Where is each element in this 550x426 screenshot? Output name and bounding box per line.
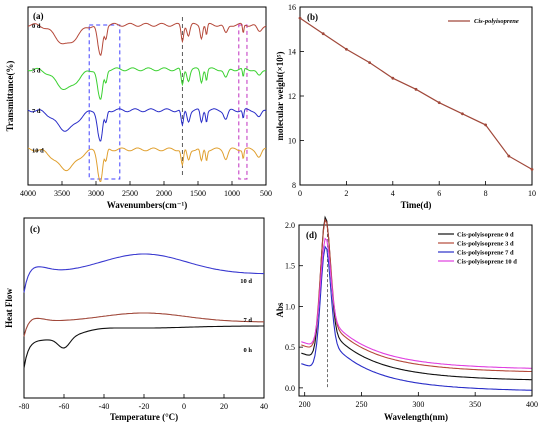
panel-b-data-point bbox=[298, 16, 302, 20]
panel-a-frame bbox=[27, 6, 267, 186]
panel-d-xtick-label: 300 bbox=[412, 400, 424, 409]
panel-d-legend-label: Cis-polyisoprene 3 d bbox=[457, 241, 514, 248]
panel-b-xlabel: Time(d) bbox=[401, 200, 432, 210]
panel-b-ylabel: molecular weight(×10⁵) bbox=[275, 52, 285, 141]
panel-d-ytick-label: 0.5 bbox=[285, 343, 295, 352]
panel-b-label: (b) bbox=[307, 12, 318, 22]
panel-b-ytick-label: 10 bbox=[288, 137, 296, 146]
panel-b-series-line bbox=[299, 17, 533, 170]
panel-a-series-line bbox=[27, 22, 267, 56]
panel-a: (a) Wavenumbers(cm⁻¹) Transmittance(%) 4… bbox=[5, 6, 272, 210]
panel-b-data-point bbox=[507, 154, 511, 158]
panel-a-xtick-label: 3500 bbox=[54, 189, 70, 198]
panel-d-ylabel: Abs bbox=[275, 302, 285, 318]
panel-d-ytick-label: 1.0 bbox=[285, 302, 295, 311]
panel-d-ytick-label: 2.0 bbox=[285, 221, 295, 230]
panel-c-xtick-label: -20 bbox=[139, 402, 150, 411]
panel-d-legend-label: Cis-polyisoprene 0 d bbox=[457, 232, 514, 239]
panel-b-xtick-label: 10 bbox=[528, 189, 536, 198]
panel-d-ytick-label: 0.0 bbox=[285, 384, 295, 393]
panel-b-xtick-label: 2 bbox=[344, 189, 348, 198]
panel-a-series-label: 10 d bbox=[32, 147, 44, 154]
panel-c-series-line bbox=[23, 253, 264, 293]
panel-c-frame bbox=[23, 217, 265, 399]
panel-d-frame bbox=[298, 224, 533, 397]
panel-a-xlabel: Wavenumbers(cm⁻¹) bbox=[107, 200, 187, 210]
panel-a-ylabel: Transmittance(%) bbox=[5, 61, 15, 132]
panel-b-frame bbox=[299, 6, 533, 186]
panel-c-xlabel: Temperature (°C) bbox=[110, 412, 178, 422]
panel-c-series-label: 10 d bbox=[240, 278, 252, 285]
panel-a-series-label: 0 d bbox=[32, 23, 41, 30]
panel-d-xtick-label: 400 bbox=[526, 400, 538, 409]
panel-c-series-line bbox=[23, 325, 264, 369]
panel-b-data-point bbox=[414, 87, 418, 91]
panel-d-xlabel: Wavelength(nm) bbox=[384, 412, 448, 422]
panel-d-label: (d) bbox=[306, 230, 317, 240]
panel-b-data-point bbox=[391, 76, 395, 80]
panel-b-data-point bbox=[484, 123, 487, 127]
panel-c-xtick-label: -40 bbox=[99, 402, 110, 411]
panel-c: (c) Temperature (°C) Heat Flow -80 -60 -40… bbox=[4, 217, 268, 422]
panel-d-ytick-label: 1.5 bbox=[285, 262, 295, 271]
panel-a-xtick-label: 500 bbox=[260, 189, 272, 198]
panel-b-xtick-label: 8 bbox=[484, 189, 488, 198]
panel-b-data-point bbox=[321, 32, 325, 36]
panel-b-ytick-label: 8 bbox=[292, 181, 296, 190]
panel-d: (d) Wavelength(nm) Abs 200 250 300 350 400 0.… bbox=[275, 215, 538, 422]
panel-d-series-line bbox=[301, 245, 532, 391]
panel-b-xtick-label: 0 bbox=[298, 189, 302, 198]
panel-c-xtick-label: 20 bbox=[220, 402, 228, 411]
panel-b-ytick-label: 12 bbox=[288, 92, 296, 101]
panel-d-series-line bbox=[301, 218, 532, 373]
panel-d-xtick-label: 200 bbox=[299, 400, 311, 409]
panel-c-xtick-label: 40 bbox=[260, 402, 268, 411]
panel-c-xtick-label: 0 bbox=[182, 402, 186, 411]
panel-c-ylabel: Heat Flow bbox=[4, 288, 14, 328]
panel-c-xtick-label: -60 bbox=[59, 402, 70, 411]
panel-a-series-label: 3 d bbox=[32, 67, 41, 74]
panel-d-legend-label: Cis-polyisoprene 7 d bbox=[457, 250, 514, 257]
panel-c-xtick-label: -80 bbox=[19, 402, 30, 411]
panel-b-legend-label: Cis-polyisoprene bbox=[474, 18, 519, 25]
panel-a-xtick-label: 1000 bbox=[224, 189, 240, 198]
panel-d-xtick-label: 350 bbox=[469, 400, 481, 409]
panel-d-legend-label: Cis-polyisoprene 10 d bbox=[457, 259, 517, 266]
panel-c-label: (c) bbox=[30, 224, 40, 234]
panel-b-data-point bbox=[437, 101, 441, 105]
panel-d-series-line bbox=[301, 237, 532, 369]
panel-a-xtick-label: 3000 bbox=[88, 189, 104, 198]
panel-a-xtick-label: 2500 bbox=[122, 189, 138, 198]
panel-d-series-line bbox=[301, 215, 532, 381]
panel-a-xtick-label: 1500 bbox=[190, 189, 206, 198]
panel-c-series-label: 7 d bbox=[244, 317, 253, 324]
panel-b-data-point bbox=[368, 61, 371, 65]
panel-b: (b) Time(d) molecular weight(×10⁵) 0 2 4 6 8… bbox=[275, 3, 536, 210]
panel-b-data-point bbox=[345, 47, 348, 51]
panel-a-series-label: 7 d bbox=[32, 108, 41, 115]
panel-b-data-point bbox=[461, 112, 464, 116]
panel-d-xtick-label: 250 bbox=[356, 400, 368, 409]
panel-a-xtick-label: 4000 bbox=[20, 189, 36, 198]
panel-a-series-line bbox=[27, 147, 267, 183]
panel-b-data-point bbox=[530, 168, 534, 171]
panel-b-ytick-label: 14 bbox=[288, 48, 296, 57]
panel-a-region-box bbox=[238, 24, 248, 180]
panel-c-series-label: 0 h bbox=[244, 347, 253, 354]
panel-b-xtick-label: 6 bbox=[437, 189, 441, 198]
panel-a-xtick-label: 2000 bbox=[156, 189, 172, 198]
panel-b-ytick-label: 16 bbox=[288, 3, 296, 12]
panel-a-series-line bbox=[27, 67, 267, 100]
panel-b-xtick-label: 4 bbox=[391, 189, 395, 198]
panel-a-region-box bbox=[88, 24, 121, 180]
panel-a-series-line bbox=[27, 108, 267, 142]
panel-a-label: (a) bbox=[33, 11, 44, 21]
panel-c-series-line bbox=[23, 312, 264, 337]
